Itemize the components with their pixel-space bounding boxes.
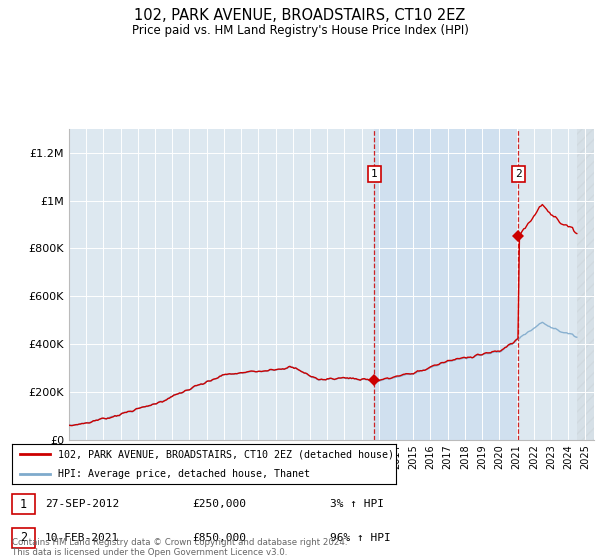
Text: 3% ↑ HPI: 3% ↑ HPI: [330, 500, 384, 509]
Text: 96% ↑ HPI: 96% ↑ HPI: [330, 533, 391, 543]
Bar: [577, 129, 594, 440]
Text: 2: 2: [20, 531, 27, 544]
Text: 27-SEP-2012: 27-SEP-2012: [45, 500, 119, 509]
Text: 1: 1: [371, 169, 378, 179]
Text: £850,000: £850,000: [192, 533, 246, 543]
Text: 2: 2: [515, 169, 522, 179]
Text: 102, PARK AVENUE, BROADSTAIRS, CT10 2EZ (detached house): 102, PARK AVENUE, BROADSTAIRS, CT10 2EZ …: [58, 449, 394, 459]
Text: 1: 1: [20, 498, 27, 511]
Text: £250,000: £250,000: [192, 500, 246, 509]
Text: Contains HM Land Registry data © Crown copyright and database right 2024.
This d: Contains HM Land Registry data © Crown c…: [12, 538, 347, 557]
Text: HPI: Average price, detached house, Thanet: HPI: Average price, detached house, Than…: [58, 469, 310, 478]
Text: Price paid vs. HM Land Registry's House Price Index (HPI): Price paid vs. HM Land Registry's House …: [131, 24, 469, 37]
Bar: [374, 129, 518, 440]
Text: 102, PARK AVENUE, BROADSTAIRS, CT10 2EZ: 102, PARK AVENUE, BROADSTAIRS, CT10 2EZ: [134, 8, 466, 24]
Text: 10-FEB-2021: 10-FEB-2021: [45, 533, 119, 543]
